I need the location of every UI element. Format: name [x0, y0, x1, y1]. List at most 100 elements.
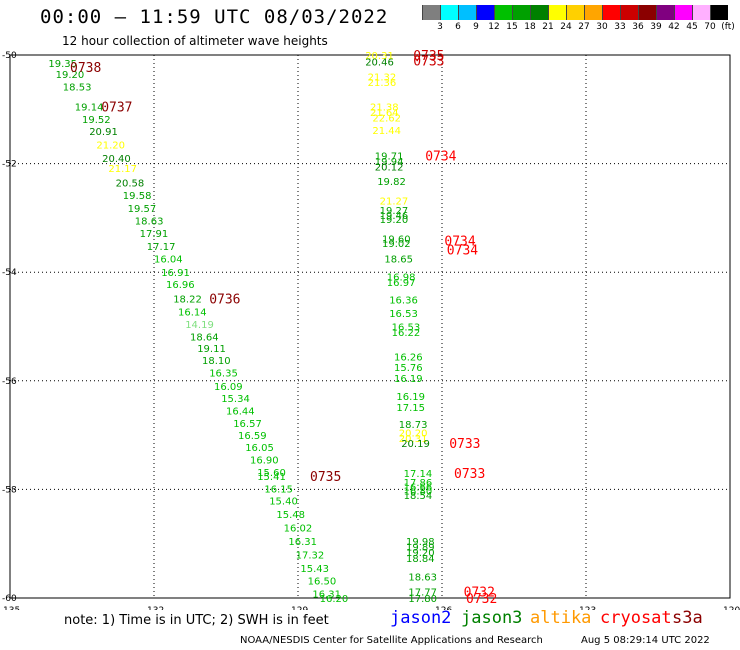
- scale-label: 33: [614, 22, 626, 32]
- wave-height-value: 17.14: [404, 469, 433, 480]
- mission-altika: altika: [530, 608, 592, 628]
- wave-height-value: 16.04: [154, 255, 183, 266]
- wave-height-value: 15.48: [276, 510, 305, 521]
- wave-height-value: 15.76: [394, 363, 423, 374]
- pass-time-label: 0733: [449, 437, 480, 452]
- wave-height-value: 16.19: [396, 392, 425, 403]
- wave-height-value: 16.14: [178, 307, 207, 318]
- scale-label: 18: [524, 22, 536, 32]
- pass-time-label: 0736: [209, 292, 240, 307]
- wave-height-value: 18.65: [384, 255, 413, 266]
- scale-label: 70: [704, 22, 716, 32]
- scale-label: 39: [650, 22, 662, 32]
- wave-height-value: 18.64: [190, 332, 219, 343]
- wave-height-value: 18.63: [135, 217, 164, 228]
- wave-height-value: 16.96: [166, 280, 195, 291]
- wave-height-value: 16.31: [288, 537, 317, 548]
- wave-height-value: 21.20: [96, 141, 125, 152]
- wave-height-value: 20.46: [365, 58, 394, 69]
- wave-height-value: 17.15: [396, 403, 425, 414]
- latitude-label: -60: [2, 594, 17, 604]
- wave-height-value: 20.91: [89, 127, 118, 138]
- scale-swatch: [548, 5, 566, 20]
- note-text: note: 1) Time is in UTC; 2) SWH is in fe…: [64, 613, 329, 628]
- wave-height-value: 19.98: [406, 537, 435, 548]
- scale-swatch: [620, 5, 638, 20]
- scale-label: 24: [560, 22, 572, 32]
- wave-height-value: 19.57: [128, 204, 157, 215]
- wave-height-value: 19.02: [382, 239, 411, 250]
- wave-height-value: 17.32: [296, 551, 325, 562]
- wave-height-value: 16.31: [312, 590, 341, 601]
- pass-time-label: 0733: [454, 467, 485, 482]
- wave-height-value: 14.19: [185, 320, 214, 331]
- wave-height-value: 17.80: [408, 594, 437, 605]
- longitude-label: -120: [720, 606, 740, 610]
- scale-label: 42: [668, 22, 680, 32]
- wave-height-value: 21.17: [108, 164, 137, 175]
- wave-height-value: 21.27: [380, 197, 409, 208]
- scale-swatch: [512, 5, 530, 20]
- wave-height-value: 20.40: [102, 154, 131, 165]
- wave-height-value: 15.43: [300, 564, 329, 575]
- pass-time-label: 0734: [425, 149, 456, 164]
- wave-height-value: 22.62: [372, 113, 401, 124]
- scale-label: 27: [578, 22, 590, 32]
- scale-swatch: [566, 5, 584, 20]
- scale-swatch: [422, 5, 440, 20]
- wave-height-value: 19.82: [377, 177, 406, 188]
- pass-time-label: 0732: [464, 585, 495, 600]
- scale-label: 21: [542, 22, 554, 32]
- pass-time-label: 0737: [101, 101, 132, 116]
- wave-height-value: 16.19: [394, 374, 423, 385]
- longitude-label: -132: [144, 606, 164, 610]
- scale-swatch: [692, 5, 710, 20]
- wave-height-value: 18.10: [202, 356, 231, 367]
- scale-label: (ft): [721, 22, 735, 32]
- wave-height-value: 18.53: [63, 82, 92, 93]
- wave-height-value: 16.44: [226, 407, 255, 418]
- wave-height-value: 18.54: [404, 491, 433, 502]
- wave-height-value: 19.20: [380, 215, 409, 226]
- wave-height-value: 19.27: [380, 206, 409, 217]
- wave-height-value: 16.02: [284, 523, 313, 534]
- pass-time-label: 0734: [444, 235, 475, 250]
- scale-swatch: [494, 5, 512, 20]
- wave-height-value: 16.22: [392, 328, 421, 339]
- wave-height-value: 16.98: [387, 273, 416, 284]
- latitude-label: -52: [2, 160, 17, 170]
- timestamp: Aug 5 08:29:14 UTC 2022: [581, 635, 710, 646]
- wave-height-value: 16.09: [214, 382, 243, 393]
- wave-height-value: 16.80: [404, 486, 433, 497]
- wave-height-value: 16.15: [264, 484, 293, 495]
- latitude-label: -50: [2, 51, 17, 61]
- wave-height-value: 19.11: [197, 344, 226, 355]
- wave-height-value: 16.26: [394, 352, 423, 363]
- wave-height-value: 16.59: [238, 431, 267, 442]
- wave-height-value: 21.32: [368, 73, 397, 84]
- wave-height-value: 20.12: [375, 162, 404, 173]
- wave-height-value: 19.52: [82, 115, 111, 126]
- page-title: 00:00 – 11:59 UTC 08/03/2022: [40, 6, 389, 28]
- wave-height-value: 16.05: [245, 443, 274, 454]
- wave-height-value: 16.90: [250, 456, 279, 467]
- pass-time-label: 0732: [466, 592, 497, 607]
- wave-height-value: 19.35: [48, 59, 77, 70]
- scale-label: 36: [632, 22, 644, 32]
- wave-height-value: 16.66: [404, 483, 433, 494]
- wave-height-value: 17.91: [140, 229, 169, 240]
- pass-time-label: 0734: [447, 243, 478, 258]
- wave-height-value: 20.31: [365, 51, 394, 62]
- wave-height-value: 19.20: [406, 548, 435, 559]
- mission-cryosat: cryosat: [600, 608, 672, 628]
- wave-height-value: 16.53: [392, 323, 421, 334]
- wave-height-value: 16.36: [389, 295, 418, 306]
- wave-height-value: 19.20: [56, 70, 85, 81]
- wave-height-value: 16.20: [320, 594, 349, 605]
- wave-height-value: 16.97: [387, 278, 416, 289]
- wave-height-value: 16.35: [209, 369, 238, 380]
- wave-height-value: 20.19: [401, 439, 430, 450]
- scale-label: 6: [455, 22, 461, 32]
- map-frame: [9, 54, 731, 599]
- wave-height-value: 19.71: [375, 151, 404, 162]
